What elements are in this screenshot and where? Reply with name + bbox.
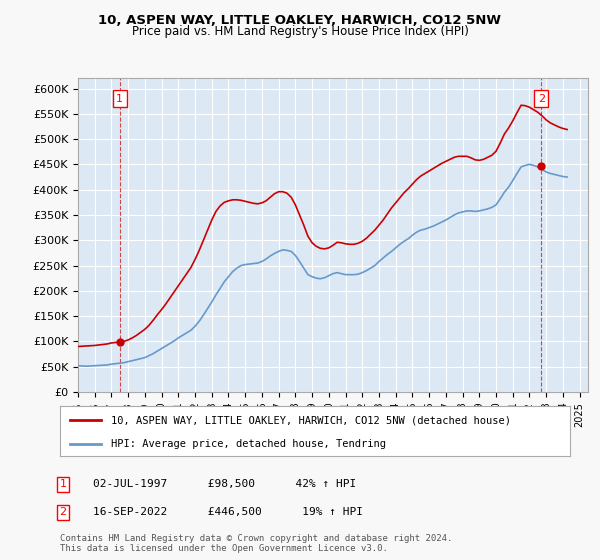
- Text: 1: 1: [59, 479, 67, 489]
- Text: HPI: Average price, detached house, Tendring: HPI: Average price, detached house, Tend…: [111, 439, 386, 449]
- Text: 10, ASPEN WAY, LITTLE OAKLEY, HARWICH, CO12 5NW (detached house): 10, ASPEN WAY, LITTLE OAKLEY, HARWICH, C…: [111, 415, 511, 425]
- Text: 1: 1: [116, 94, 124, 104]
- Text: 2: 2: [59, 507, 67, 517]
- Text: Contains HM Land Registry data © Crown copyright and database right 2024.
This d: Contains HM Land Registry data © Crown c…: [60, 534, 452, 553]
- Text: 02-JUL-1997      £98,500      42% ↑ HPI: 02-JUL-1997 £98,500 42% ↑ HPI: [93, 479, 356, 489]
- Text: 2: 2: [538, 94, 545, 104]
- Text: 10, ASPEN WAY, LITTLE OAKLEY, HARWICH, CO12 5NW: 10, ASPEN WAY, LITTLE OAKLEY, HARWICH, C…: [98, 14, 502, 27]
- Text: Price paid vs. HM Land Registry's House Price Index (HPI): Price paid vs. HM Land Registry's House …: [131, 25, 469, 38]
- Text: 16-SEP-2022      £446,500      19% ↑ HPI: 16-SEP-2022 £446,500 19% ↑ HPI: [93, 507, 363, 517]
